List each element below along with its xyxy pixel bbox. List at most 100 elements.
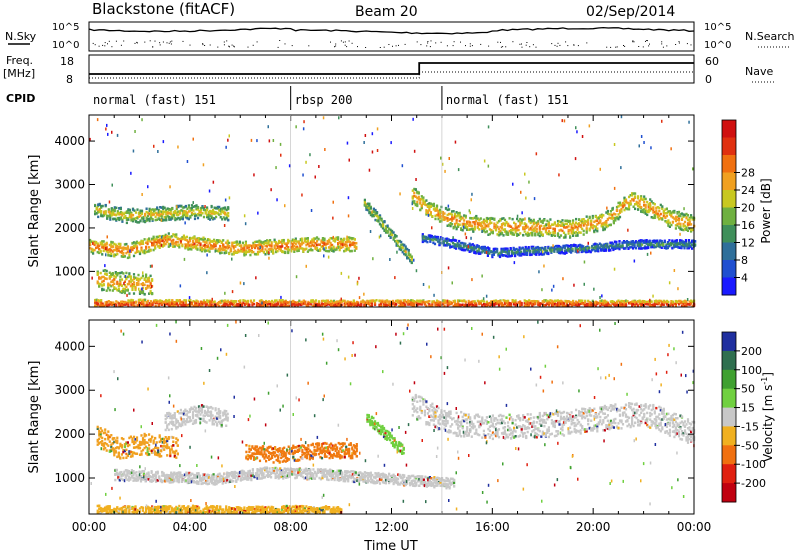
range-cell [564,299,567,303]
range-cell [171,215,174,218]
range-cell [256,253,260,256]
range-cell [516,226,519,229]
range-cell [612,217,615,220]
range-cell [535,246,538,249]
range-cell [537,222,540,225]
nsearch-dot [429,46,431,48]
range-cell [122,251,125,255]
range-cell [452,238,455,242]
range-cell [644,210,647,213]
range-cell [442,242,446,245]
range-cell [291,238,294,241]
range-cell [122,216,125,220]
range-cell [365,206,368,209]
range-cell [352,304,355,307]
range-cell [372,207,375,211]
range-cell [674,245,677,248]
range-cell [497,227,501,231]
range-cell [450,245,453,249]
range-cell [340,300,343,304]
range-cell [640,196,643,200]
range-cell [132,241,136,244]
range-cell [488,222,491,225]
range-cell [220,240,223,244]
range-cell [295,301,298,304]
range-cell [243,244,246,247]
range-cell [145,247,148,250]
range-cell [165,302,168,306]
range-cell [563,249,567,253]
range-cell [457,300,460,303]
range-cell [202,208,206,211]
range-cell [569,235,572,238]
range-cell [514,248,517,251]
range-cell [398,245,401,249]
range-cell [511,227,514,230]
range-cell [212,216,215,220]
range-cell [517,249,520,252]
range-cell [224,299,227,302]
range-cell [411,189,414,192]
range-cell [611,215,614,219]
range-cell [593,220,596,224]
range-cell [528,220,531,223]
range-cell [115,218,118,221]
range-cell [565,304,569,307]
range-cell [482,226,485,230]
range-cell [279,241,282,244]
nsearch-label: N.Search [745,30,795,43]
range-cell [464,216,467,219]
range-cell [343,301,346,304]
range-cell [409,253,412,256]
range-cell [454,304,457,307]
range-cell [283,300,286,304]
range-cell [129,246,132,249]
range-cell [172,242,175,246]
range-cell [246,246,249,249]
range-cell [499,300,502,303]
range-cell [591,299,594,303]
range-cell [240,302,243,306]
range-cell [432,202,435,206]
range-cell [666,245,669,249]
range-cell [613,240,616,243]
range-cell [677,245,680,249]
cpid-segment-label: rbsp 200 [295,93,353,107]
range-cell [330,302,333,306]
range-cell [151,219,154,222]
nsearch-dot [392,45,393,47]
range-cell [145,207,148,210]
range-cell [273,246,276,250]
range-cell [420,301,423,304]
range-cell [508,304,511,308]
range-cell [310,303,313,306]
range-cell [667,224,670,227]
range-cell [287,301,290,304]
range-cell [160,238,163,241]
range-cell [641,243,644,246]
range-cell [485,220,488,223]
range-cell [493,225,496,228]
range-cell [386,224,389,227]
range-cell [461,229,464,232]
range-cell [132,254,136,258]
range-cell [196,243,199,247]
range-cell [95,301,98,304]
nsearch-dot [111,46,113,48]
range-cell [647,243,650,246]
range-cell [665,243,668,246]
range-cell [553,230,556,234]
range-cell [552,233,555,237]
range-cell [407,302,410,305]
range-cell [504,254,508,258]
range-cell [561,304,564,307]
range-cell [630,241,633,244]
range-cell [570,225,573,228]
range-cell [579,231,582,234]
range-cell [612,303,615,306]
range-cell [178,210,181,213]
range-cell [253,246,257,250]
range-cell [531,304,534,307]
range-cell [225,303,228,306]
range-cell [553,249,556,253]
